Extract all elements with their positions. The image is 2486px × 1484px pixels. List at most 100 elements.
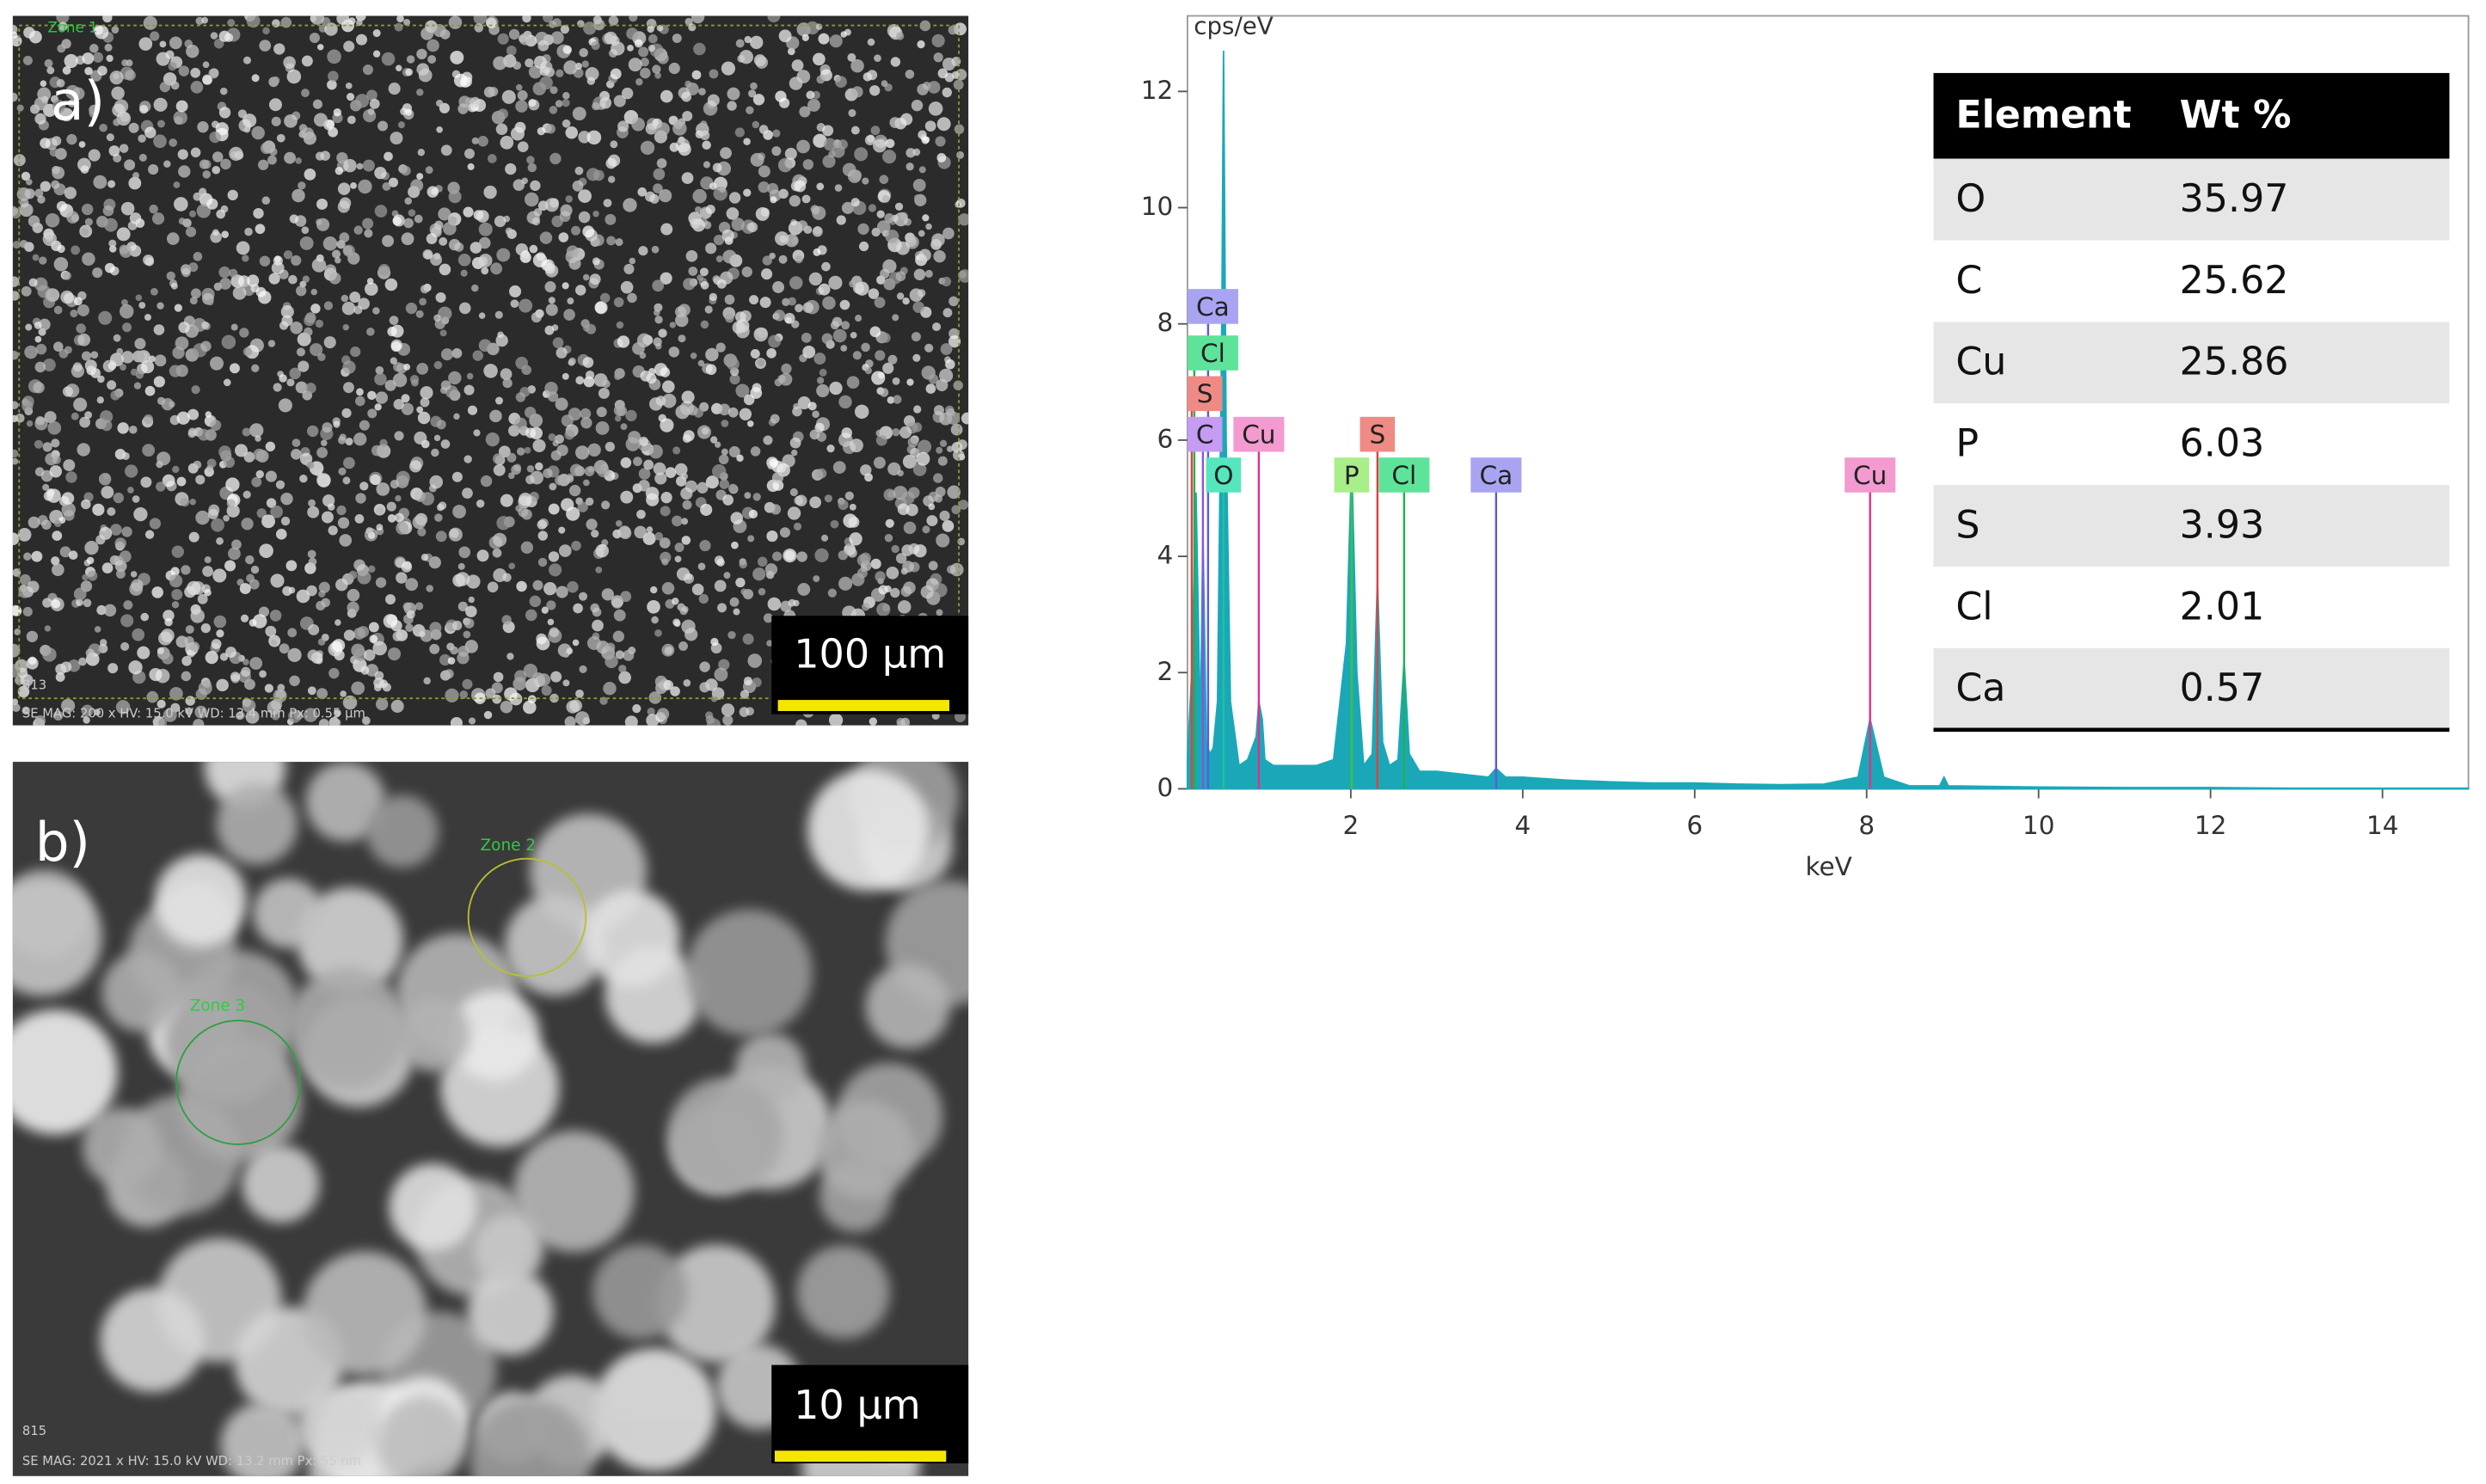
particle: [355, 15, 366, 21]
particle: [854, 147, 869, 162]
particle: [532, 579, 543, 591]
particle: [735, 383, 750, 398]
particle: [487, 154, 497, 163]
particle: [873, 457, 886, 469]
particle: [149, 667, 163, 682]
particle: [567, 297, 574, 305]
particle: [56, 15, 70, 24]
particle: [420, 492, 435, 506]
particle: [223, 378, 231, 387]
particle: [895, 271, 906, 282]
particle: [308, 623, 320, 635]
particle: [52, 100, 66, 113]
particle: [672, 34, 682, 44]
particle: [204, 556, 212, 564]
particle: [703, 161, 710, 169]
particle: [549, 627, 560, 638]
scale-bar-box: [771, 1364, 969, 1464]
particle: [197, 121, 209, 133]
particle: [286, 69, 302, 84]
particle: [156, 52, 170, 66]
particle: [89, 108, 98, 119]
particle: [359, 420, 370, 431]
particle: [19, 239, 28, 248]
particle: [840, 345, 848, 352]
particle: [372, 641, 388, 656]
particle: [678, 143, 691, 156]
particle: [812, 205, 826, 220]
particle: [478, 312, 486, 319]
particle: [558, 544, 572, 557]
particle: [911, 332, 921, 342]
particle: [227, 189, 238, 201]
particle: [507, 472, 515, 480]
particle: [181, 655, 192, 666]
particle: [942, 87, 953, 98]
particle: [660, 492, 672, 504]
particle: [169, 573, 183, 588]
particle: [16, 187, 31, 201]
particle: [289, 367, 301, 380]
particle: [790, 449, 798, 457]
particle: [565, 126, 579, 139]
particle: [28, 215, 40, 228]
particle: [268, 273, 280, 285]
particle: [416, 406, 424, 414]
particle: [699, 661, 710, 672]
table-cell: P: [1955, 422, 1979, 466]
particle: [369, 98, 380, 109]
particle: [225, 647, 236, 658]
particle: [549, 693, 559, 703]
particle: [678, 641, 688, 651]
particle: [506, 46, 517, 56]
particle: [337, 436, 347, 445]
particle: [423, 250, 433, 259]
particle: [562, 282, 569, 290]
particle: [835, 76, 847, 89]
particle: [110, 390, 120, 401]
particle: [879, 388, 889, 397]
particle: [133, 382, 142, 389]
particle: [41, 519, 52, 530]
particle: [942, 227, 955, 240]
particle: [383, 614, 398, 629]
particle: [420, 285, 430, 294]
particle: [219, 87, 228, 95]
table-row: [1933, 403, 2450, 486]
particle: [102, 15, 113, 23]
particle: [801, 194, 811, 204]
particle: [497, 108, 509, 120]
particle: [163, 610, 175, 622]
sphere: [305, 762, 386, 842]
particle: [629, 257, 636, 265]
particle: [787, 506, 801, 520]
particle: [524, 407, 537, 419]
particle: [72, 362, 83, 372]
particle: [373, 684, 382, 692]
particle: [193, 251, 203, 261]
particle: [79, 416, 91, 428]
particle: [121, 451, 130, 460]
particle: [660, 89, 673, 103]
particle: [862, 177, 869, 185]
particle: [937, 456, 948, 466]
particle: [567, 580, 579, 593]
particle: [660, 272, 672, 285]
particle: [403, 18, 411, 26]
particle: [271, 76, 280, 85]
particle: [758, 125, 769, 134]
particle: [206, 298, 214, 306]
particle: [448, 238, 461, 251]
particle: [12, 31, 18, 39]
image-info: SE MAG: 200 x HV: 15.0 kV WD: 13.4 mm Px…: [22, 707, 365, 721]
particle: [541, 685, 552, 696]
particle: [39, 318, 51, 331]
particle: [723, 572, 731, 579]
particle: [847, 52, 856, 62]
particle: [727, 101, 737, 111]
particle: [611, 41, 625, 56]
particle: [150, 31, 160, 41]
particle: [84, 411, 93, 420]
particle: [747, 535, 755, 543]
particle: [807, 98, 820, 112]
